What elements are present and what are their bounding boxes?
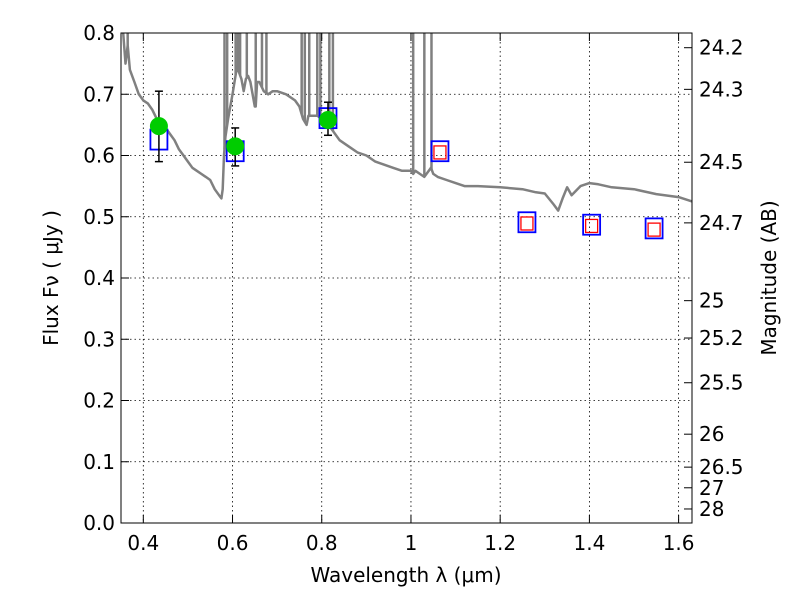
- y2-tick-label: 24.5: [699, 150, 744, 174]
- ticks: [121, 32, 692, 524]
- y2-tick-label: 24.3: [699, 77, 744, 101]
- x-tick-label: 1.4: [573, 531, 605, 555]
- model-band-square: [430, 140, 450, 163]
- y-tick-label: 0.2: [83, 389, 115, 413]
- y2-tick-label: 25: [699, 289, 724, 313]
- y2-tick-label: 28: [699, 497, 724, 521]
- y2-tick-label: 27: [699, 476, 724, 500]
- observed-flux-point: [226, 137, 245, 156]
- y-tick-label: 0.5: [83, 205, 115, 229]
- y-tick-label: 0.4: [83, 266, 115, 290]
- model-band-square: [644, 217, 664, 240]
- y-tick-label: 0.3: [83, 327, 115, 351]
- x-tick-label: 1.2: [484, 531, 516, 555]
- predicted-flux-square: [520, 216, 534, 231]
- y-tick-label: 0.8: [83, 21, 115, 45]
- marker-layer: [149, 90, 664, 240]
- y2-tick-label: 26.5: [699, 455, 744, 479]
- observed-flux-point: [318, 110, 337, 129]
- predicted-flux-square: [433, 145, 447, 160]
- y-tick-label: 0.7: [83, 82, 115, 106]
- x-axis-label: Wavelength λ (μm): [310, 563, 501, 587]
- y2-tick-label: 25.2: [699, 326, 744, 350]
- x-tick-label: 1.6: [663, 531, 695, 555]
- model-band-square: [517, 211, 537, 234]
- y-tick-label: 0.1: [83, 450, 115, 474]
- y2-tick-label: 26: [699, 422, 724, 446]
- x-tick-label: 1: [405, 531, 418, 555]
- y-axis-label: Flux Fν ( μJy ): [39, 210, 63, 346]
- y-tick-label: 0.6: [83, 144, 115, 168]
- model-band-square: [582, 213, 602, 236]
- predicted-flux-square: [584, 218, 599, 234]
- y2-axis-label: Magnitude (AB): [757, 200, 781, 355]
- y2-tick-label: 24.7: [699, 211, 744, 235]
- observed-flux-point: [149, 117, 168, 136]
- x-tick-label: 0.8: [306, 531, 338, 555]
- x-tick-label: 0.4: [127, 531, 159, 555]
- y-tick-label: 0.0: [83, 511, 115, 535]
- tick-labels: 0.4 0.6 0.8 1 1.2 1.4 1.6 0.0 0.1 0.2 0.3 0.4 0.5 0.6…: [83, 21, 743, 555]
- sed-template-layer: [121, 33, 692, 212]
- predicted-flux-square: [647, 222, 661, 237]
- y2-tick-label: 24.2: [699, 36, 744, 60]
- y2-tick-label: 25.5: [699, 371, 744, 395]
- x-tick-label: 0.6: [217, 531, 249, 555]
